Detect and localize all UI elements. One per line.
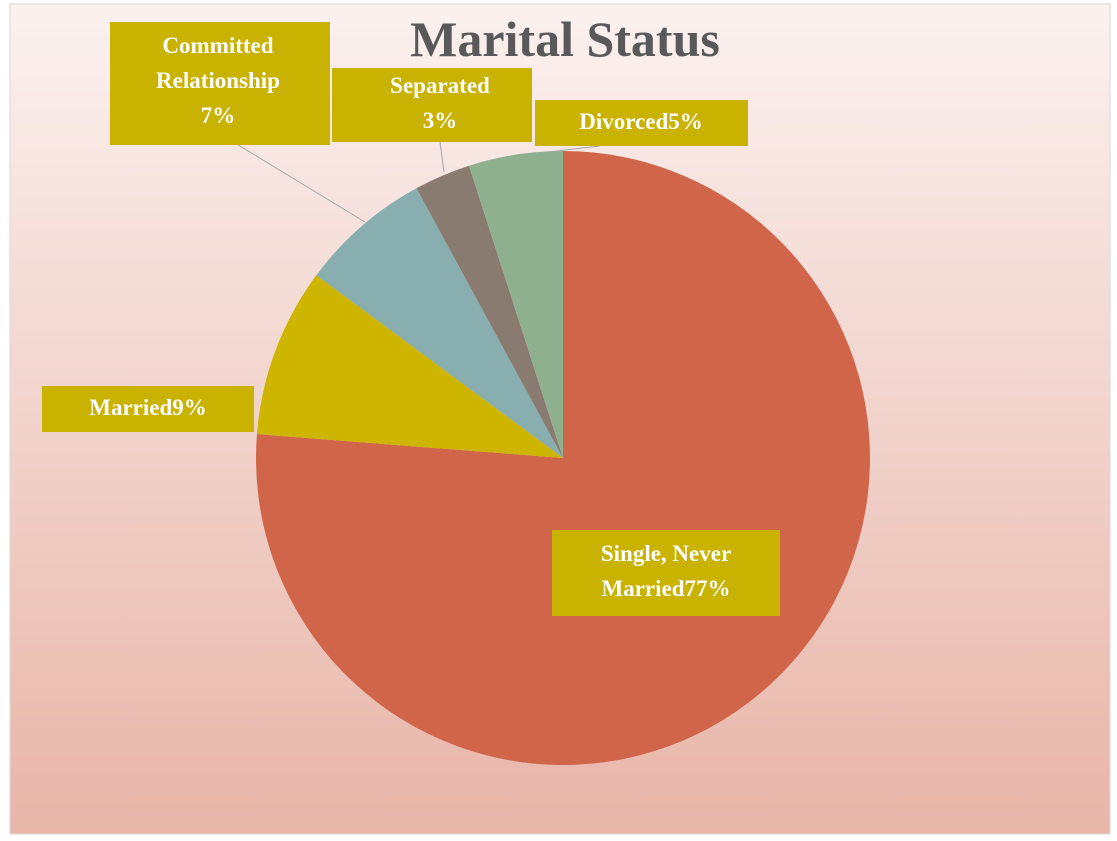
data-label-value: 77% bbox=[685, 576, 731, 601]
data-label-box bbox=[535, 100, 748, 146]
data-label-box bbox=[42, 386, 254, 432]
data-label: Single, Never Married77% bbox=[601, 541, 731, 601]
chart-title: Marital Status bbox=[410, 11, 720, 67]
data-label-box bbox=[552, 530, 780, 616]
data-label-value: 7% bbox=[201, 103, 236, 128]
data-label: Committed Relationship 7% bbox=[156, 33, 280, 128]
data-label-value: 9% bbox=[172, 395, 207, 420]
pie-slice bbox=[256, 275, 563, 458]
data-label: Married9% bbox=[89, 395, 207, 420]
data-label-value: 5% bbox=[668, 109, 703, 134]
data-label-box bbox=[332, 68, 532, 142]
data-label: Separated 3% bbox=[390, 73, 490, 133]
leader-line bbox=[439, 141, 445, 173]
pie-slice bbox=[469, 151, 563, 458]
leader-line bbox=[234, 142, 366, 223]
data-label-value: 3% bbox=[423, 108, 458, 133]
data-label-box bbox=[110, 22, 330, 145]
pie-slice bbox=[416, 165, 563, 458]
data-label: Divorced5% bbox=[579, 109, 703, 134]
leader-line bbox=[547, 145, 601, 153]
pie-slice bbox=[316, 188, 563, 458]
